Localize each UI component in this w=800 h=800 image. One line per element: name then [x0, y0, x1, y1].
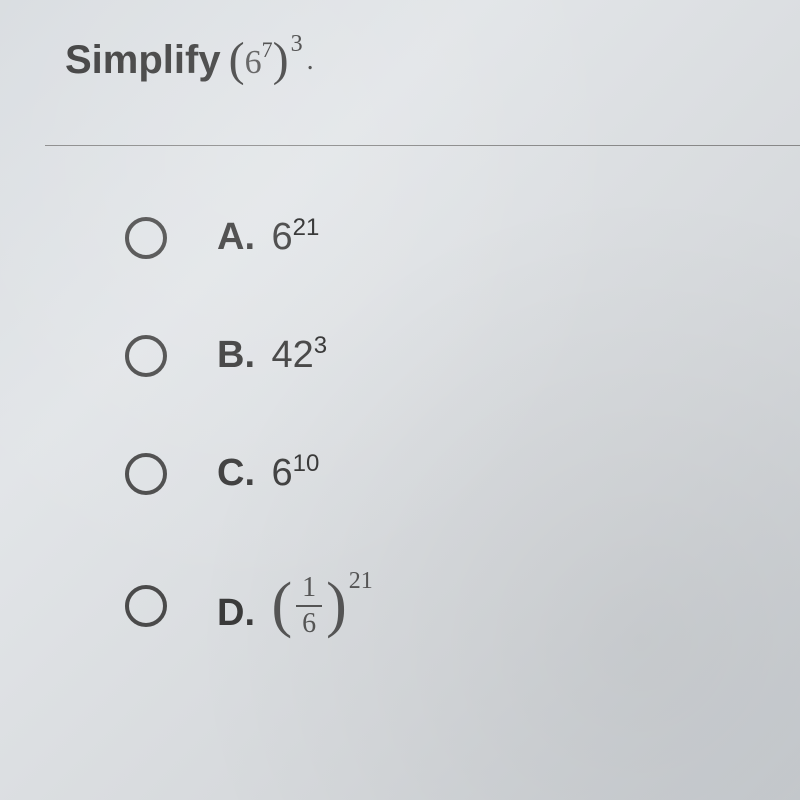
option-d[interactable]: D. ( 1 6 ) 21 [125, 570, 735, 641]
option-a-content: A. 621 [217, 216, 319, 259]
option-b-value: 423 [271, 334, 327, 376]
inner-base: 6 [245, 44, 262, 82]
option-d-denominator: 6 [302, 607, 316, 638]
option-b-letter: B. [217, 334, 255, 376]
option-d-content: D. ( 1 6 ) 21 [217, 570, 371, 641]
options-list: A. 621 B. 423 C. 610 D. ( [65, 216, 735, 641]
option-b[interactable]: B. 423 [125, 334, 735, 377]
option-b-exponent: 3 [314, 332, 327, 359]
paren-open: ( [229, 32, 245, 87]
option-d-letter: D. [217, 592, 255, 634]
radio-a[interactable] [125, 217, 167, 259]
outer-exponent: 3 [291, 31, 303, 58]
question-prompt: Simplify ( 6 7 ) 3 . [65, 30, 735, 85]
question-expression: ( 6 7 ) 3 . [229, 30, 314, 85]
option-a[interactable]: A. 621 [125, 216, 735, 259]
paren-close: ) [273, 32, 289, 87]
option-b-content: B. 423 [217, 334, 327, 377]
option-c-value: 610 [271, 452, 319, 494]
option-a-value: 621 [271, 216, 319, 258]
option-c-content: C. 610 [217, 452, 319, 495]
option-d-fraction: 1 6 [296, 574, 322, 638]
option-c[interactable]: C. 610 [125, 452, 735, 495]
option-a-exponent: 21 [293, 214, 320, 241]
option-d-value: ( 1 6 ) 21 [271, 570, 370, 641]
option-c-base: 6 [271, 452, 292, 494]
expression-dot: . [307, 45, 314, 77]
option-a-base: 6 [271, 216, 292, 258]
divider-line [45, 145, 800, 146]
option-d-paren-open: ( [271, 570, 292, 641]
inner-exponent: 7 [262, 37, 273, 63]
option-c-letter: C. [217, 452, 255, 494]
option-a-letter: A. [217, 216, 255, 258]
option-d-numerator: 1 [302, 574, 316, 605]
option-d-exponent: 21 [349, 568, 373, 595]
radio-b[interactable] [125, 335, 167, 377]
option-c-exponent: 10 [293, 450, 320, 477]
question-prefix: Simplify [65, 38, 221, 83]
option-d-paren-close: ) [326, 570, 347, 641]
radio-c[interactable] [125, 453, 167, 495]
option-b-base: 42 [271, 334, 313, 376]
radio-d[interactable] [125, 585, 167, 627]
